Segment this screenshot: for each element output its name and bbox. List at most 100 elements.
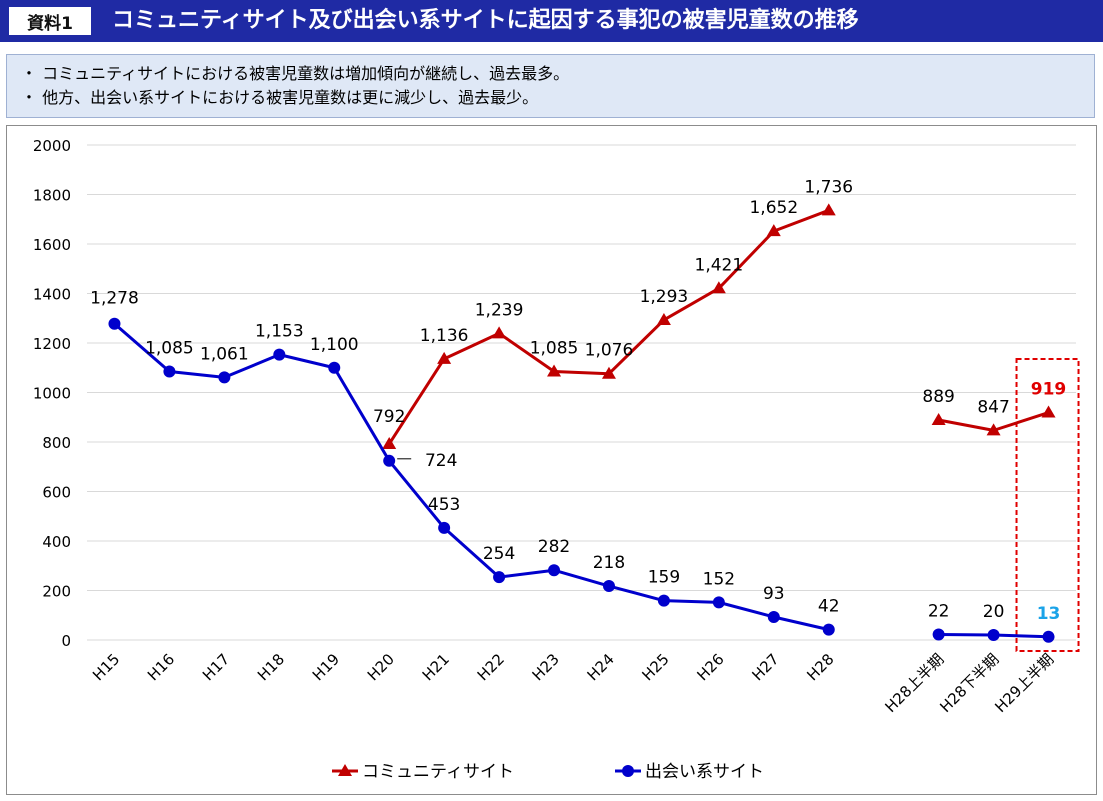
data-label: 919 xyxy=(1031,380,1067,400)
y-tick-label: 2000 xyxy=(33,137,71,155)
y-tick-label: 400 xyxy=(42,533,71,551)
data-label: 152 xyxy=(703,569,735,589)
data-label: 889 xyxy=(922,387,954,407)
summary-line-1: ・ コミュニティサイトにおける被害児童数は増加傾向が継続し、過去最多。 xyxy=(21,64,570,83)
data-point xyxy=(382,436,397,449)
data-label: 1,293 xyxy=(640,287,689,307)
y-tick-label: 0 xyxy=(61,632,71,650)
data-point xyxy=(986,423,1001,436)
data-point xyxy=(931,412,946,425)
data-label: 1,278 xyxy=(90,289,139,309)
data-label: 218 xyxy=(593,553,625,573)
x-tick-label: H27 xyxy=(748,650,782,684)
data-label: 159 xyxy=(648,568,680,588)
y-tick-label: 1200 xyxy=(33,335,71,353)
data-point xyxy=(656,312,671,325)
data-label: 93 xyxy=(763,584,785,604)
data-point xyxy=(601,366,616,379)
y-tick-label: 600 xyxy=(42,484,71,502)
data-point xyxy=(163,365,176,378)
data-label: 1,061 xyxy=(200,344,249,364)
x-tick-label: H26 xyxy=(693,650,727,684)
data-label: 724 xyxy=(425,451,457,471)
data-label: 1,153 xyxy=(255,322,304,342)
data-point xyxy=(657,594,670,607)
x-tick-label: H28 xyxy=(803,650,837,684)
data-point xyxy=(218,371,231,384)
header-bar: 資料1 コミュニティサイト及び出会い系サイトに起因する事犯の被害児童数の推移 xyxy=(0,0,1103,42)
x-tick-label: H15 xyxy=(89,650,123,684)
data-point xyxy=(328,361,341,374)
data-label: 254 xyxy=(483,544,515,564)
data-point xyxy=(383,454,396,467)
x-tick-label: H22 xyxy=(474,650,508,684)
y-tick-label: 1600 xyxy=(33,236,71,254)
x-tick-label: H17 xyxy=(199,650,233,684)
data-point xyxy=(766,224,781,237)
data-point xyxy=(767,610,780,623)
data-point xyxy=(437,351,452,364)
data-label: 1,239 xyxy=(475,300,524,320)
material-badge: 資料1 xyxy=(8,6,92,36)
summary-box: ・ コミュニティサイトにおける被害児童数は増加傾向が継続し、過去最多。 ・ 他方… xyxy=(6,54,1095,118)
data-label: 847 xyxy=(977,397,1009,417)
data-label: 1,100 xyxy=(310,335,359,355)
data-point xyxy=(1041,405,1056,418)
legend-marker xyxy=(622,765,634,777)
y-tick-label: 1000 xyxy=(33,385,71,403)
data-label: 1,076 xyxy=(585,341,634,361)
data-label: 1,421 xyxy=(695,255,744,275)
y-tick-label: 1800 xyxy=(33,187,71,205)
data-label: 42 xyxy=(818,597,840,617)
data-label: 1,736 xyxy=(804,177,853,197)
data-label: 22 xyxy=(928,602,950,622)
data-label: 20 xyxy=(983,602,1005,622)
data-label: 1,085 xyxy=(530,338,579,358)
data-point xyxy=(822,623,835,636)
data-label: 1,085 xyxy=(145,338,194,358)
data-point xyxy=(932,628,945,641)
x-tick-label: H23 xyxy=(529,650,563,684)
data-point xyxy=(108,317,121,330)
data-point xyxy=(493,571,506,584)
x-tick-label: H20 xyxy=(364,650,398,684)
data-label: 13 xyxy=(1037,604,1061,624)
data-label: 453 xyxy=(428,495,460,515)
data-point xyxy=(987,629,1000,642)
data-label: 1,136 xyxy=(420,326,469,346)
x-tick-label: H25 xyxy=(639,650,673,684)
highlight-box xyxy=(1015,358,1080,652)
data-point xyxy=(711,281,726,294)
data-point xyxy=(602,580,615,593)
data-point xyxy=(547,364,562,377)
page-title: コミュニティサイト及び出会い系サイトに起因する事犯の被害児童数の推移 xyxy=(112,8,859,33)
x-tick-label: H28上半期 xyxy=(881,650,947,716)
data-point xyxy=(548,564,561,577)
chart-panel: 0 200 400 600 800 1000 1200 1400 1600 1800 2000 H15… xyxy=(6,125,1097,795)
data-point xyxy=(273,348,286,361)
data-label: 792 xyxy=(373,407,405,427)
series-line xyxy=(113,322,830,632)
summary-line-2: ・ 他方、出会い系サイトにおける被害児童数は更に減少し、過去最少。 xyxy=(21,88,539,107)
legend-label: コミュニティサイト xyxy=(362,762,514,782)
data-point xyxy=(821,203,836,216)
x-tick-label: H19 xyxy=(309,650,343,684)
x-tick-label: H24 xyxy=(584,650,618,684)
data-label: 1,652 xyxy=(749,198,798,218)
y-tick-label: 1400 xyxy=(33,286,71,304)
data-point xyxy=(438,521,451,534)
legend-label: 出会い系サイト xyxy=(645,762,764,782)
x-tick-label: H21 xyxy=(419,650,453,684)
y-tick-label: 200 xyxy=(42,583,71,601)
line-chart: 0 200 400 600 800 1000 1200 1400 1600 1800 2000 H15… xyxy=(33,137,1080,782)
data-label: 282 xyxy=(538,537,570,557)
legend-marker xyxy=(338,764,352,776)
x-tick-label: H16 xyxy=(144,650,178,684)
x-tick-label: H29上半期 xyxy=(991,650,1057,716)
data-point xyxy=(492,326,507,339)
data-point xyxy=(712,596,725,609)
y-tick-label: 800 xyxy=(42,434,71,452)
x-tick-label: H18 xyxy=(254,650,288,684)
x-tick-label: H28下半期 xyxy=(936,650,1002,716)
data-point xyxy=(1042,630,1055,643)
